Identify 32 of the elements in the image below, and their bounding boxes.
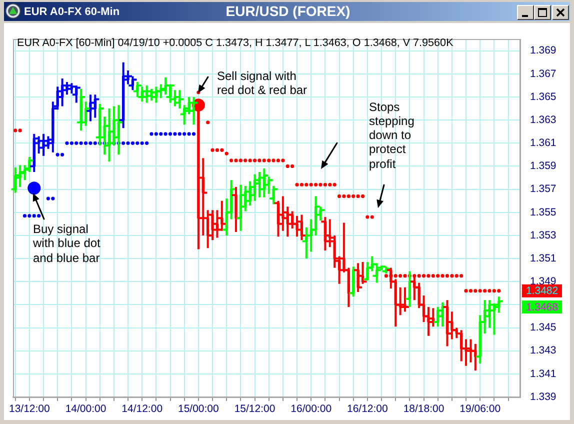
y-tick-label: 1.339 bbox=[530, 390, 556, 403]
annotation: 1.3482 bbox=[526, 285, 558, 298]
y-tick-label: 1.351 bbox=[530, 252, 556, 264]
x-tick-label: 18/18:00 bbox=[403, 403, 444, 416]
y-tick-label: 1.363 bbox=[530, 114, 556, 126]
y-tick-label: 1.349 bbox=[530, 276, 556, 288]
x-tick-label: 14/00:00 bbox=[65, 403, 106, 416]
annotation: 1.3468 bbox=[526, 301, 558, 314]
x-tick-label: 16/12:00 bbox=[346, 403, 388, 416]
chart-subtitle: EUR A0-FX [60-Min] 04/19/10 +0.0005 C 1.3473, H 1.3477, L 1.3463, O 1.3468, V 7.9560K bbox=[17, 37, 454, 49]
x-tick-label: 13/12:00 bbox=[8, 403, 50, 416]
y-tick-label: 1.367 bbox=[530, 68, 556, 80]
y-tick-label: 1.369 bbox=[530, 44, 556, 57]
x-tick-label: 15/00:00 bbox=[178, 403, 220, 416]
y-tick-label: 1.341 bbox=[530, 368, 556, 380]
y-tick-label: 1.359 bbox=[530, 160, 556, 172]
text: EUR A0-FX 60-Min bbox=[24, 5, 120, 20]
y-tick-label: 1.357 bbox=[530, 183, 556, 196]
y-tick-label: 1.361 bbox=[530, 137, 556, 150]
y-tick-label: 1.365 bbox=[530, 90, 556, 103]
x-tick-label: 14/12:00 bbox=[122, 403, 163, 416]
y-tick-label: 1.355 bbox=[530, 206, 556, 218]
x-tick-label: 15/12:00 bbox=[234, 403, 276, 416]
y-tick-label: 1.345 bbox=[530, 322, 556, 334]
x-tick-label: 19/06:00 bbox=[460, 403, 501, 416]
chart-title: EUR/USD (FOREX) bbox=[224, 3, 352, 20]
annotation: Sell signal with red dot & red bar bbox=[217, 69, 308, 98]
x-tick-label: 16/00:00 bbox=[290, 403, 332, 416]
annotation: Buy signal with blue dot and blue bar bbox=[33, 222, 100, 265]
annotation: Stops stepping down to protect profit bbox=[369, 100, 414, 171]
y-tick-label: 1.343 bbox=[530, 344, 556, 357]
y-tick-label: 1.353 bbox=[530, 229, 556, 242]
